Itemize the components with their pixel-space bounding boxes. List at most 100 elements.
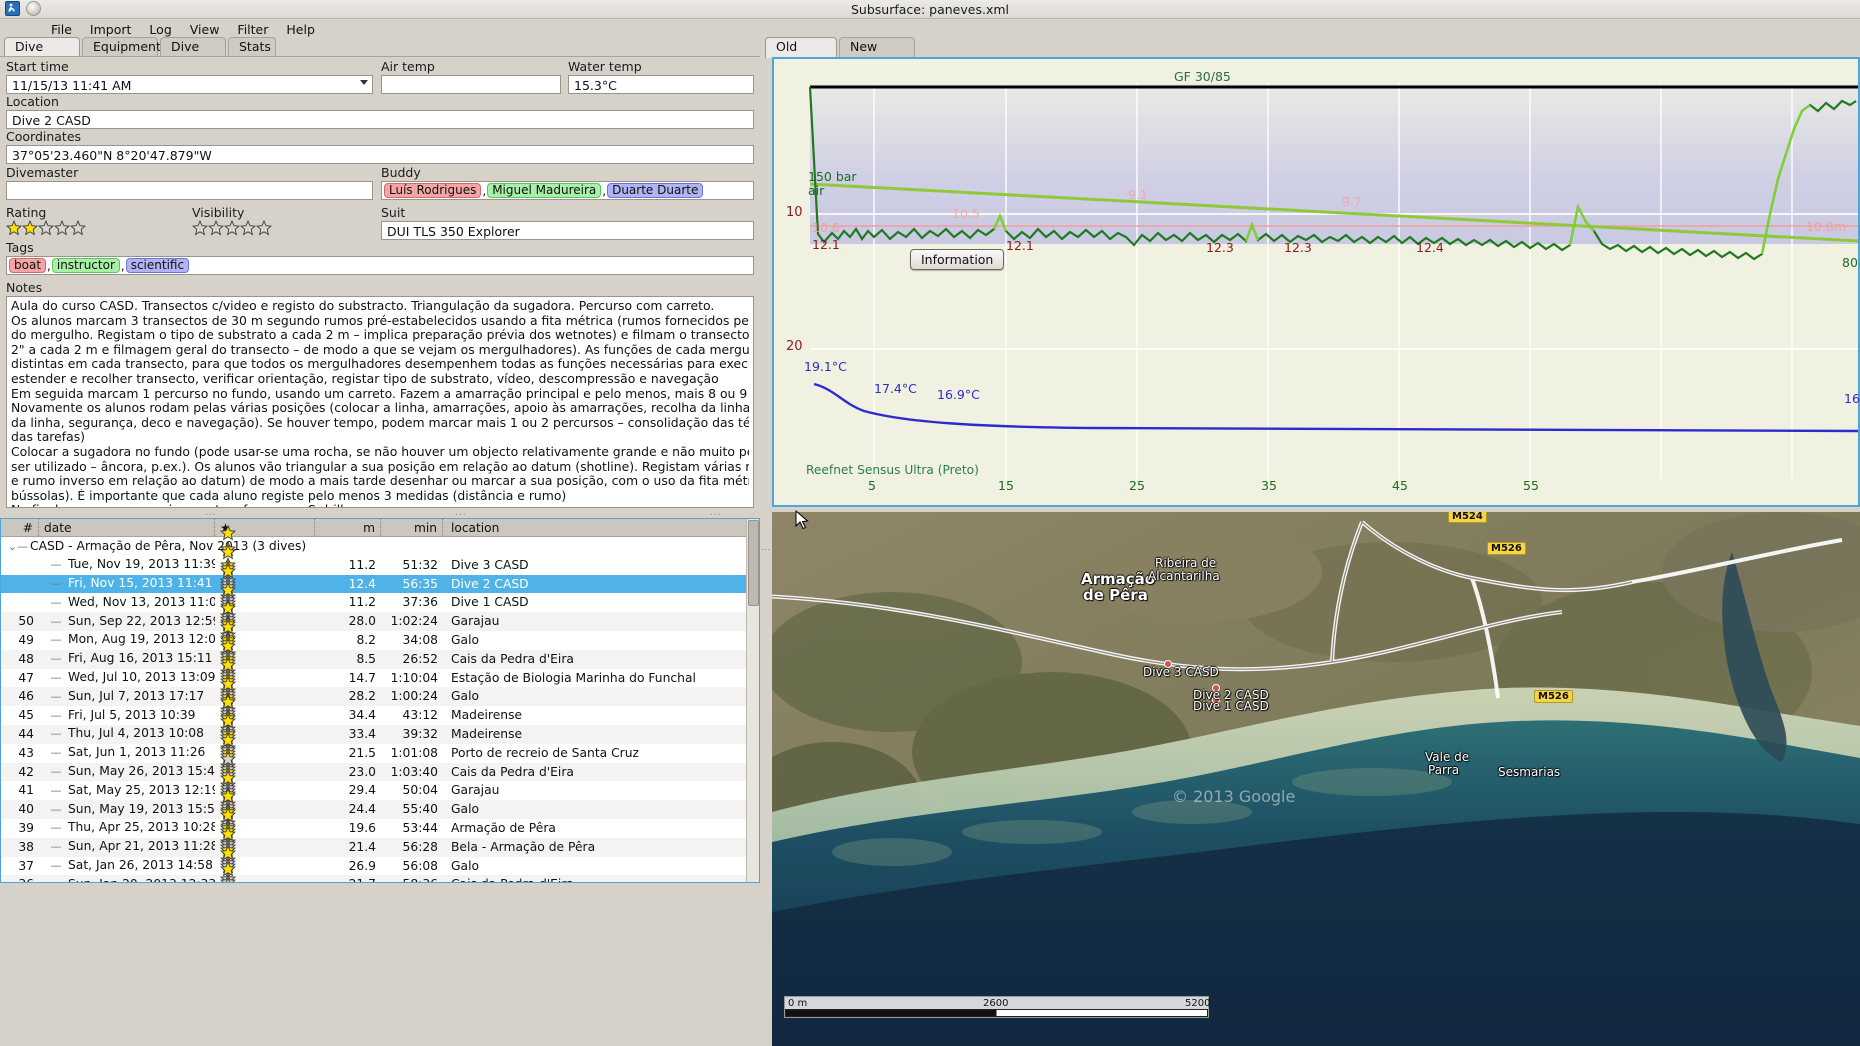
table-row[interactable]: 42 — Sun, May 26, 2013 15:40 23.0 1:03:40 Cai… (1, 731, 759, 812)
star-icon[interactable] (240, 220, 256, 236)
tab-new-profile[interactable]: New Profile (839, 37, 915, 72)
air-temp-input[interactable] (381, 75, 561, 94)
table-row[interactable]: — Wed, Nov 13, 2013 11:06 11.2 37:36 Dive 1 … (1, 562, 759, 643)
menu-item-help[interactable]: Help (286, 21, 315, 37)
star-icon[interactable] (192, 220, 208, 236)
dive-list[interactable]: # date ★ m min location ⌄— CASD - Armaçã… (0, 518, 760, 883)
column-header-rating[interactable]: ★ (215, 519, 315, 536)
column-header-duration[interactable]: min (381, 519, 443, 536)
star-icon[interactable] (220, 750, 236, 767)
rating-stars[interactable] (6, 220, 86, 236)
column-header-depth[interactable]: m (315, 519, 381, 536)
map-label-dive-2[interactable]: Dive 2 CASD (1193, 688, 1269, 702)
star-icon[interactable] (220, 656, 236, 673)
suit-input[interactable]: DUI TLS 350 Explorer (381, 221, 754, 240)
dive-profile-panel[interactable]: GF 30/85 150 bar air 10 20 10.6 12.1 10.… (772, 57, 1860, 507)
tag-chip-1[interactable]: boat (9, 258, 47, 273)
tab-equipment[interactable]: Equipment (82, 37, 161, 57)
table-row[interactable]: 37 — Sat, Jan 26, 2013 14:58 26.9 56:08 Galo (1, 825, 759, 882)
tag-chip-3[interactable]: scientific (125, 258, 190, 273)
dive-map[interactable]: Armação de Pêra Ribeira de Alcantarilha … (772, 512, 1860, 1046)
tag-chip-2[interactable]: instructor (51, 258, 120, 273)
star-icon[interactable] (256, 220, 272, 236)
table-row[interactable]: 40 — Sun, May 19, 2013 15:53 24.4 55:40 Galo (1, 769, 759, 849)
chevron-down-icon[interactable] (360, 80, 368, 85)
star-icon[interactable] (220, 769, 236, 786)
star-icon[interactable] (220, 807, 236, 823)
star-icon[interactable] (220, 860, 236, 877)
table-row[interactable]: 43 — Sat, Jun 1, 2013 11:26 21.5 1:01:08 Port… (1, 713, 759, 793)
vertical-splitter[interactable]: ⋮ (760, 57, 770, 1042)
tab-dive-info[interactable]: Dive Info (160, 37, 226, 72)
star-icon[interactable] (6, 220, 22, 236)
dive-list-scrollbar[interactable] (746, 519, 759, 882)
information-button[interactable]: Information (910, 249, 1005, 270)
star-icon[interactable] (220, 544, 236, 560)
menu-item-import[interactable]: Import (89, 21, 132, 37)
menu-item-view[interactable]: View (189, 21, 220, 37)
water-temp-input[interactable]: 15.3°C (568, 75, 754, 94)
table-row[interactable]: 41 — Sat, May 25, 2013 12:19 29.4 50:04 Garaj… (1, 750, 759, 831)
table-row[interactable]: 47 — Wed, Jul 10, 2013 13:09 14.7 1:10:04 Est… (1, 637, 759, 718)
star-icon[interactable] (70, 220, 86, 236)
star-icon[interactable] (220, 619, 236, 635)
column-header-number[interactable]: # (1, 519, 39, 536)
star-icon[interactable] (220, 562, 236, 579)
tags-input[interactable]: boat, instructor, scientific (6, 256, 754, 275)
table-row[interactable]: 44 — Thu, Jul 4, 2013 10:08 33.4 39:32 Madeir… (1, 694, 759, 774)
table-row[interactable]: 46 — Sun, Jul 7, 2013 17:17 28.2 1:00:24 Galo (1, 656, 759, 737)
star-icon[interactable] (220, 876, 236, 883)
star-icon[interactable] (220, 600, 236, 616)
tab-old-profile[interactable]: Old Profile (765, 37, 837, 72)
star-icon[interactable] (220, 581, 236, 598)
star-icon[interactable] (220, 788, 236, 804)
buddy-chip-2[interactable]: Miguel Madureira (487, 183, 602, 198)
water-temp-label: Water temp (568, 59, 642, 74)
table-row[interactable]: 50 — Sun, Sep 22, 2013 12:59 28.0 1:02:24 Gar… (1, 581, 759, 661)
table-row[interactable]: 39 — Thu, Apr 25, 2013 10:28 19.6 53:44 Armaç… (1, 788, 759, 868)
expander-icon[interactable]: ⌄— (7, 539, 29, 553)
tab-dive-notes[interactable]: Dive Notes (4, 37, 80, 72)
star-icon[interactable] (220, 731, 236, 748)
table-row[interactable]: — Fri, Nov 15, 2013 11:41 12.4 56:35 Dive 2 … (1, 544, 759, 624)
dive-group-row[interactable]: ⌄— CASD - Armação de Pêra, Nov 2013 (3 d… (1, 537, 759, 556)
column-header-date[interactable]: date (39, 519, 215, 536)
tab-stats[interactable]: Stats (228, 37, 276, 57)
buddy-input[interactable]: Luís Rodrigues, Miguel Madureira, Duarte… (381, 181, 754, 200)
column-header-location[interactable]: location (443, 519, 759, 536)
star-icon[interactable] (220, 713, 236, 729)
table-row[interactable]: 48 — Fri, Aug 16, 2013 15:11 8.5 26:52 Cais d… (1, 619, 759, 699)
star-icon[interactable] (54, 220, 70, 236)
coordinates-input[interactable]: 37°05'23.460"N 8°20'47.879"W (6, 145, 754, 164)
scrollbar-thumb[interactable] (748, 520, 759, 606)
star-icon[interactable] (220, 675, 236, 692)
menu-item-log[interactable]: Log (149, 21, 172, 37)
star-icon[interactable] (220, 844, 236, 861)
horizontal-splitter[interactable]: ... ... ... (0, 508, 760, 518)
star-icon[interactable] (224, 220, 240, 236)
table-row[interactable]: 38 — Sun, Apr 21, 2013 11:28 21.4 56:28 Bela … (1, 807, 759, 882)
notes-textarea[interactable]: Aula do curso CASD. Transectos c/video e… (6, 296, 754, 508)
table-row[interactable]: — Tue, Nov 19, 2013 11:39 11.2 51:32 Dive 3 … (1, 525, 759, 605)
star-icon[interactable] (220, 825, 236, 842)
start-time-input[interactable]: 11/15/13 11:41 AM (6, 75, 373, 94)
buddy-chip-1[interactable]: Luís Rodrigues (384, 183, 482, 198)
cell-rating[interactable] (215, 844, 315, 883)
menu-item-file[interactable]: File (51, 21, 72, 37)
map-label-dive-3[interactable]: Dive 3 CASD (1143, 665, 1219, 679)
star-icon[interactable] (22, 220, 38, 236)
location-input[interactable]: Dive 2 CASD (6, 110, 754, 129)
map-label-dive-1[interactable]: Dive 1 CASD (1193, 699, 1269, 713)
table-row[interactable]: 45 — Fri, Jul 5, 2013 10:39 34.4 43:12 Madeir… (1, 675, 759, 755)
star-icon[interactable] (208, 220, 224, 236)
table-row[interactable]: 49 — Mon, Aug 19, 2013 12:06 8.2 34:08 Galo (1, 600, 759, 680)
buddy-chip-3[interactable]: Duarte Duarte (607, 183, 704, 198)
visibility-stars[interactable] (192, 220, 272, 236)
divemaster-input[interactable] (6, 181, 373, 200)
menu-item-filter[interactable]: Filter (237, 21, 269, 37)
star-icon[interactable] (38, 220, 54, 236)
star-icon[interactable] (220, 694, 236, 710)
table-row[interactable]: 36—Sun, Jan 20, 2013 12:33 21.758:36Cais … (1, 844, 759, 882)
star-icon[interactable] (220, 525, 236, 541)
star-icon[interactable] (220, 637, 236, 654)
